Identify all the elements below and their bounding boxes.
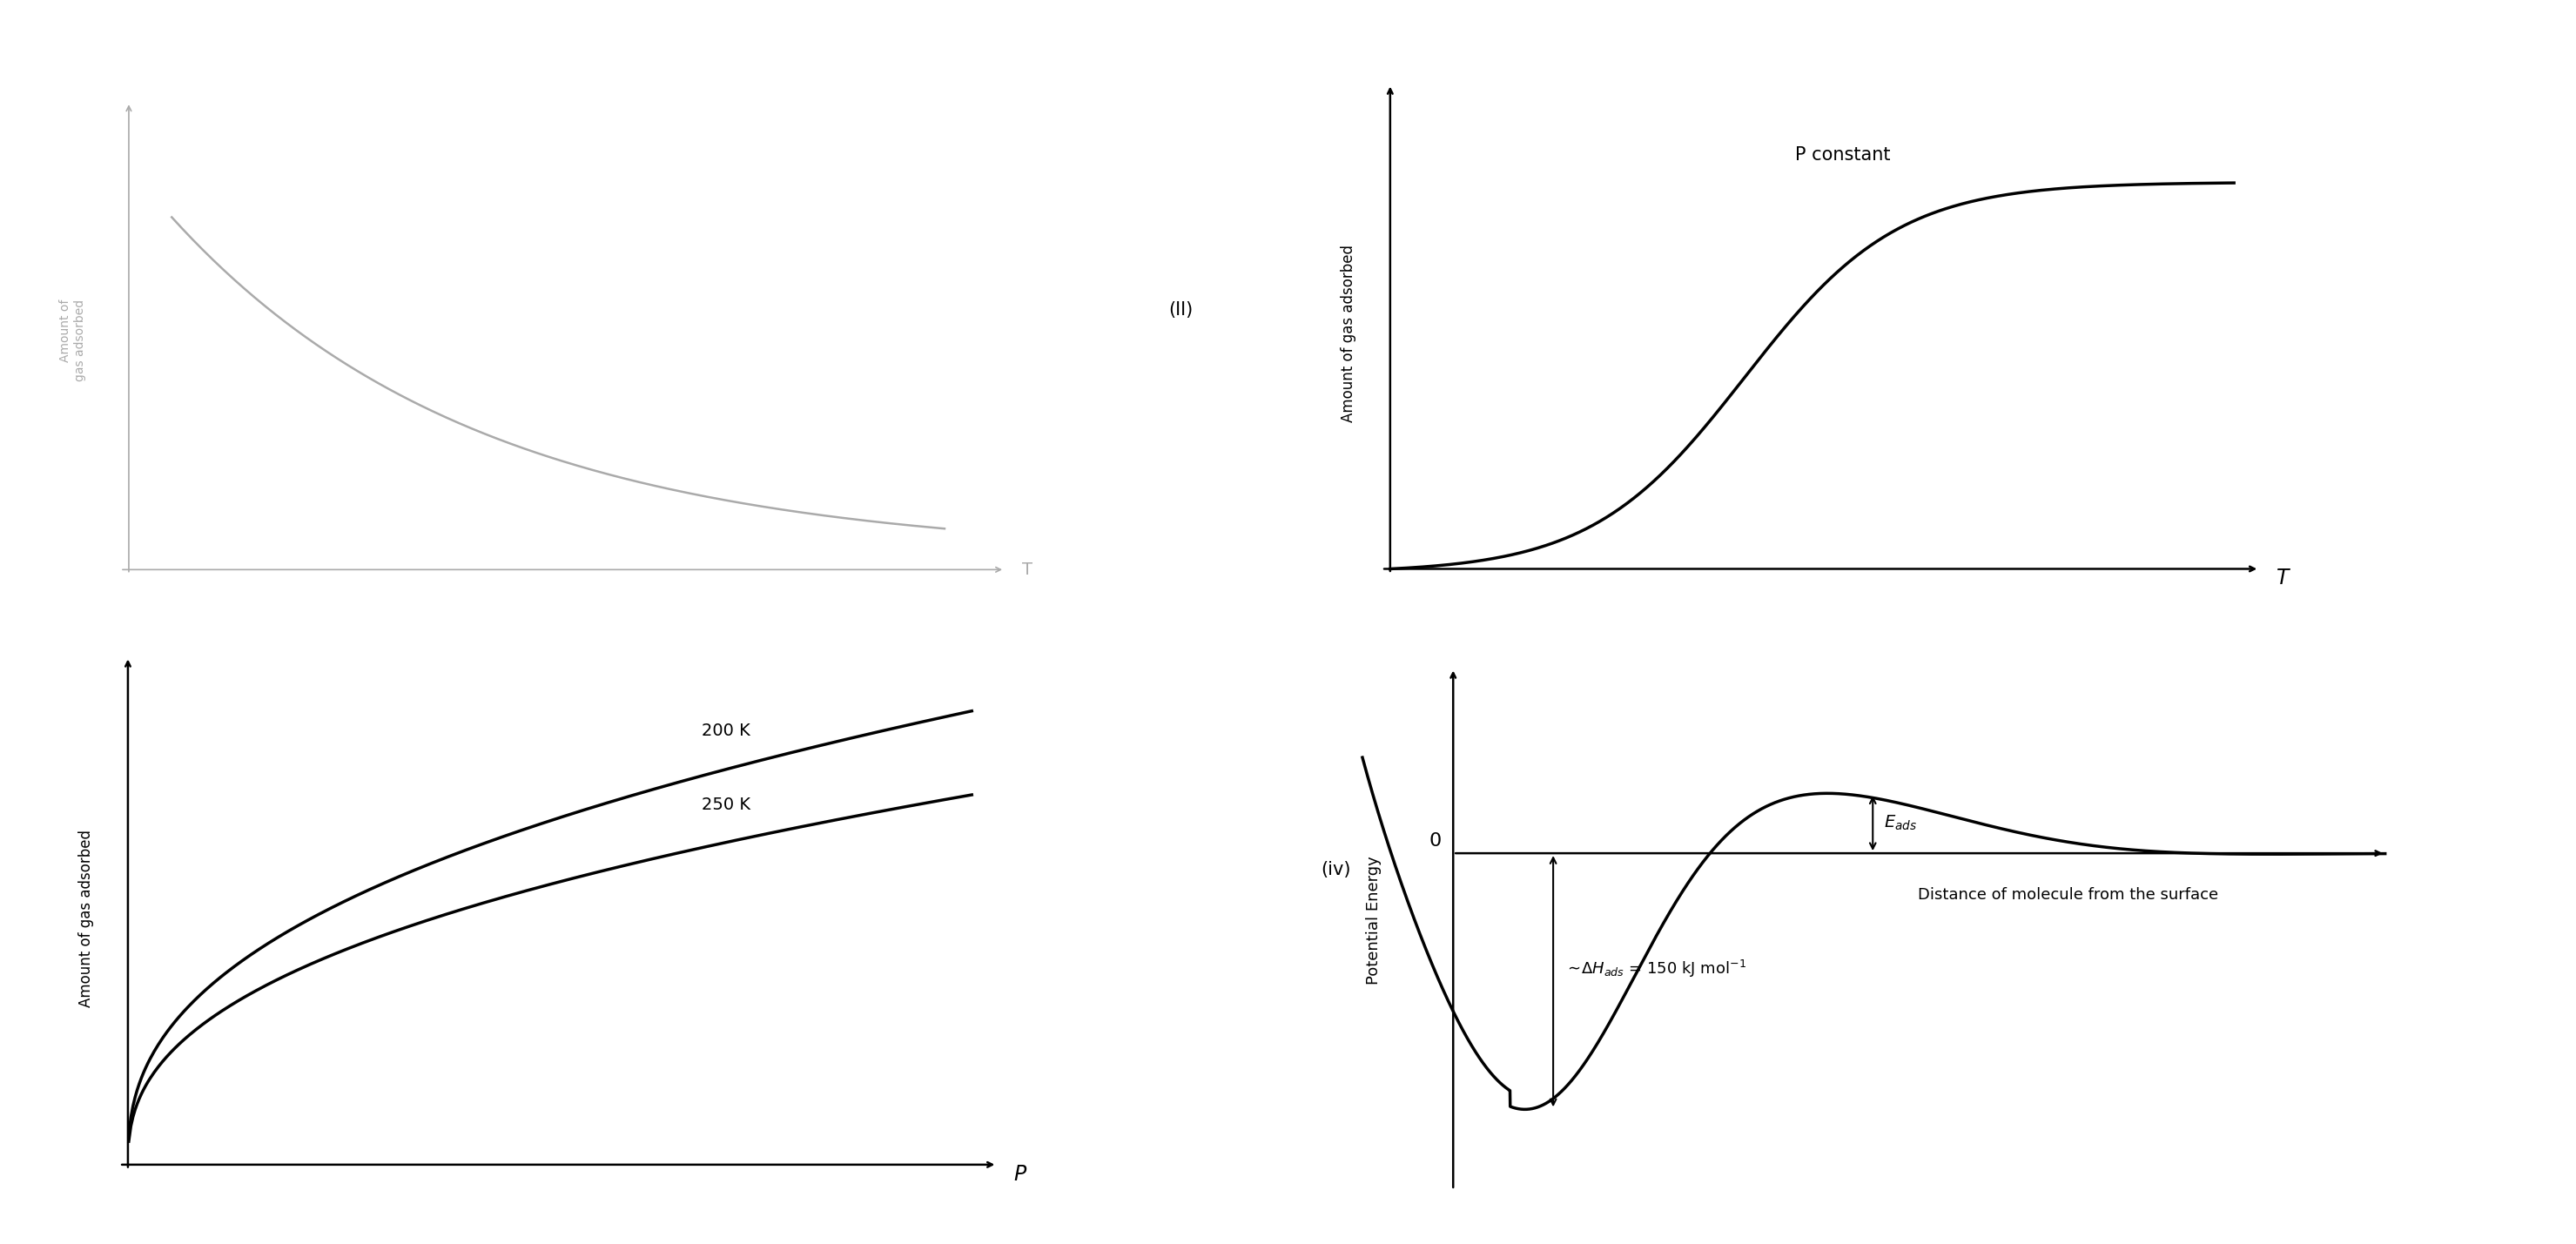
Text: Amount of gas adsorbed: Amount of gas adsorbed: [77, 830, 95, 1006]
Text: (iv): (iv): [1321, 861, 1350, 878]
Text: $\sim\!\Delta H_{ads}$ = 150 kJ mol$^{-1}$: $\sim\!\Delta H_{ads}$ = 150 kJ mol$^{-1…: [1564, 958, 1747, 979]
Text: 200 K: 200 K: [701, 723, 750, 739]
Text: T: T: [2277, 567, 2287, 588]
Text: 250 K: 250 K: [701, 796, 750, 812]
Text: Amount of gas adsorbed: Amount of gas adsorbed: [1340, 245, 1358, 422]
Text: T: T: [1023, 561, 1033, 578]
Text: P constant: P constant: [1795, 146, 1891, 163]
Text: $E_{ads}$: $E_{ads}$: [1883, 814, 1917, 832]
Text: P: P: [1015, 1164, 1025, 1186]
Text: (II): (II): [1167, 301, 1193, 318]
Text: 0: 0: [1430, 832, 1443, 850]
Text: Distance of molecule from the surface: Distance of molecule from the surface: [1919, 887, 2218, 903]
Text: Amount of
gas adsorbed: Amount of gas adsorbed: [59, 300, 85, 382]
Text: Potential Energy: Potential Energy: [1365, 856, 1381, 985]
